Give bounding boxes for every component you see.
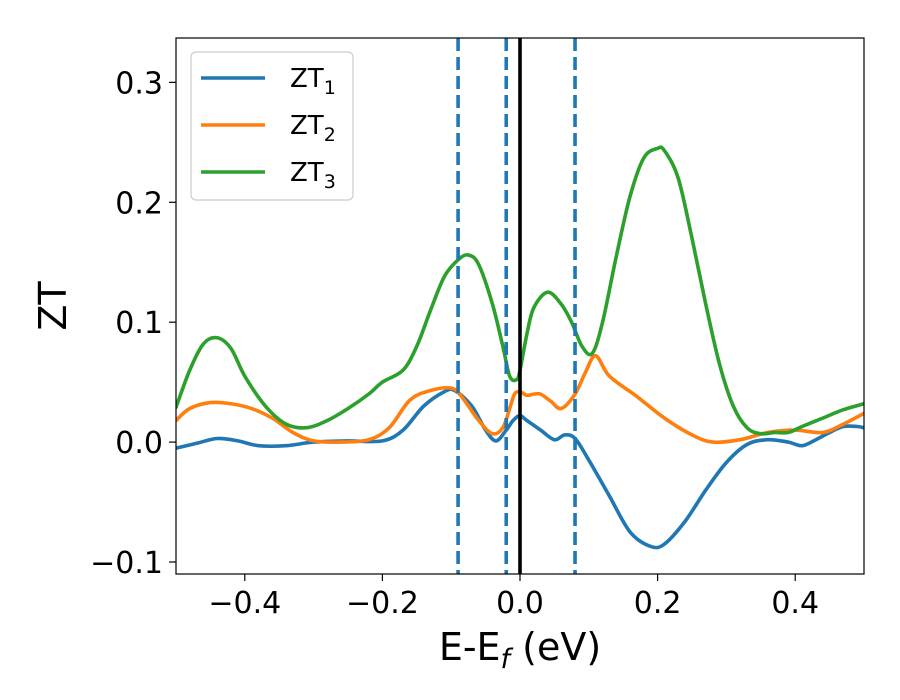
- legend-box: [190, 51, 354, 201]
- x-tick-label: 0.0: [496, 586, 544, 621]
- y-tick-label: 0.1: [115, 306, 163, 341]
- series-line-3: [176, 145, 864, 436]
- x-axis-label-main: E-E: [439, 625, 501, 669]
- x-tick-label: 0.4: [771, 586, 819, 621]
- y-axis-ticks: −0.1 0.0 0.1 0.2 0.3: [90, 66, 176, 581]
- y-tick-label: 0.3: [115, 66, 163, 101]
- y-tick-label: 0.2: [115, 186, 163, 221]
- legend-label-3: ZT3: [290, 158, 336, 193]
- y-tick-label: 0.0: [115, 426, 163, 461]
- legend: ZT1 ZT2 ZT3: [190, 51, 354, 201]
- legend-label-2: ZT2: [290, 111, 336, 146]
- y-axis-label: ZT: [31, 281, 75, 331]
- x-axis-ticks: −0.4 −0.2 0.0 0.2 0.4: [208, 574, 819, 621]
- x-axis-label: E-Ef (eV): [439, 625, 601, 675]
- x-axis-label-unit: (eV): [510, 625, 601, 669]
- x-tick-label: 0.2: [634, 586, 682, 621]
- legend-label-1: ZT1: [290, 64, 336, 99]
- series-layer: [176, 145, 864, 550]
- x-tick-label: −0.2: [346, 586, 419, 621]
- y-tick-label: −0.1: [90, 546, 163, 581]
- series-line-2: [176, 353, 864, 445]
- vertical-lines-layer: [456, 38, 577, 574]
- x-tick-label: −0.4: [208, 586, 281, 621]
